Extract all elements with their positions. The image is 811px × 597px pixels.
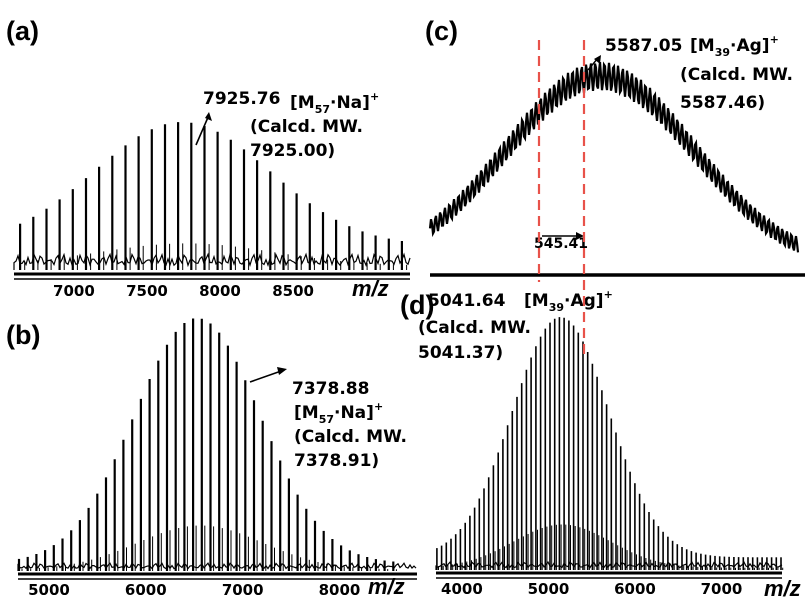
panel-d-calc-line2: 5041.37): [418, 343, 503, 363]
panel-d-tick-labels: 4000 5000 6000 7000: [441, 580, 742, 597]
panel-d-x-axis-label: m/z: [764, 576, 801, 597]
panel-b-tick-labels: 5000 6000 7000 8000: [28, 581, 360, 597]
panel-b-arrow: [249, 367, 287, 383]
panel-c: (c) 5587.05 [M39·Ag]+ (Calcd. MW. 5587.4…: [425, 16, 805, 277]
panel-a: (a) 7000 7500 8000 8500 m/z 7925.76 [M57·Na…: [6, 16, 411, 301]
panel-c-spacing-arrow: [542, 232, 584, 240]
panel-a-spectrum: [13, 122, 411, 270]
panel-b-spectrum: [17, 318, 417, 571]
panel-b-peak-value: 7378.88: [292, 379, 369, 399]
x-tick-label: 6000: [614, 580, 656, 597]
panel-c-calc-line2: 5587.46): [680, 93, 765, 113]
x-tick-label: 8500: [272, 282, 314, 300]
panel-d-species: [M39·Ag]+: [524, 288, 613, 314]
panel-d-label: (d): [400, 290, 434, 320]
panel-c-calc-line1: (Calcd. MW.: [680, 65, 793, 85]
panel-a-calc-line2: 7925.00): [250, 141, 335, 161]
panel-a-arrow: [195, 112, 212, 146]
x-tick-label: 7000: [222, 581, 264, 597]
panel-c-peak-value: 5587.05: [605, 36, 682, 56]
panel-b: (b) 5000 6000 7000 8000 m/z 7378.88 [M57·Na…: [6, 318, 417, 597]
panel-c-label: (c): [425, 16, 458, 46]
panel-b-calc-line2: 7378.91): [294, 451, 379, 471]
panel-a-species: [M57·Na]+: [290, 90, 379, 116]
x-tick-label: 7500: [126, 282, 168, 300]
x-tick-label: 8000: [319, 581, 361, 597]
x-tick-label: 7000: [701, 580, 743, 597]
spectrum-noise-floor: [435, 561, 783, 570]
panel-c-species: [M39·Ag]+: [690, 33, 779, 59]
panel-b-label: (b): [6, 320, 40, 350]
panel-d: (d) 4000 5000 6000 7000 m/z 5041.64 [M39·Ag…: [400, 288, 801, 597]
panel-c-envelope-trace: [428, 61, 800, 253]
panel-a-peak-value: 7925.76: [203, 89, 280, 109]
panel-d-spectrum: [435, 317, 784, 570]
panel-d-peak-value: 5041.64: [428, 291, 506, 311]
x-tick-label: 7000: [53, 282, 95, 300]
panel-d-calc-line1: (Calcd. MW.: [418, 318, 531, 338]
spectrum-noise-floor: [13, 252, 411, 270]
panel-b-species: [M57·Na]+: [294, 400, 383, 426]
panel-b-x-axis-label: m/z: [368, 574, 405, 597]
panel-c-spacing-label: 545.41: [534, 236, 588, 252]
panel-c-peak-arrow: [587, 55, 601, 71]
panel-b-calc-line1: (Calcd. MW.: [294, 427, 407, 447]
panel-a-x-axis-label: m/z: [352, 276, 389, 301]
panel-a-label: (a): [6, 16, 39, 46]
x-tick-label: 4000: [441, 580, 483, 597]
x-tick-label: 6000: [125, 581, 167, 597]
panel-a-tick-labels: 7000 7500 8000 8500: [53, 282, 314, 300]
panel-a-calc-line1: (Calcd. MW.: [250, 117, 363, 137]
x-tick-label: 5000: [28, 581, 70, 597]
x-tick-label: 5000: [528, 580, 570, 597]
spectrum-noise-floor: [17, 562, 417, 571]
x-tick-label: 8000: [199, 282, 241, 300]
